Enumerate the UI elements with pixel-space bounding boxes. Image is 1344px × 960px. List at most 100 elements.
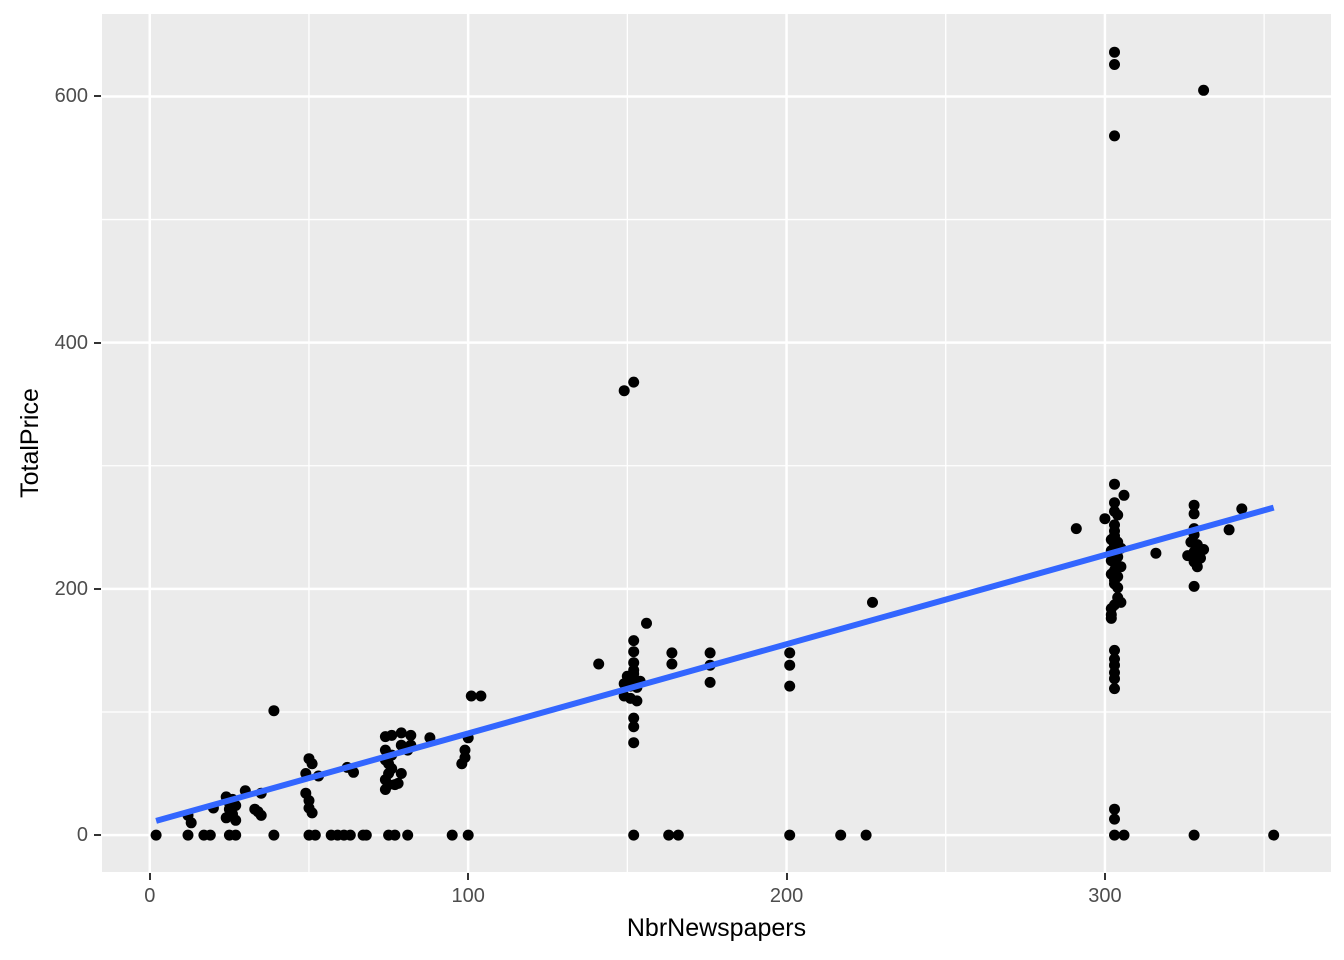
data-point <box>704 676 716 688</box>
data-point <box>1105 612 1117 624</box>
data-point <box>332 829 344 841</box>
data-point <box>666 647 678 659</box>
data-point <box>835 829 847 841</box>
data-point <box>1099 513 1111 525</box>
data-point <box>1268 829 1280 841</box>
data-point <box>386 729 398 741</box>
data-point <box>392 777 404 789</box>
data-point <box>663 829 675 841</box>
data-point <box>860 829 872 841</box>
x-axis-tick <box>467 873 470 880</box>
data-point <box>348 766 359 778</box>
data-point <box>1223 524 1235 536</box>
data-point <box>1109 829 1120 841</box>
data-point <box>1109 803 1120 815</box>
data-point <box>628 376 640 388</box>
data-point <box>628 721 640 733</box>
data-point <box>784 829 796 841</box>
data-point <box>1118 829 1130 841</box>
data-point <box>268 705 280 717</box>
data-point <box>1188 829 1200 841</box>
data-point <box>379 784 391 795</box>
x-axis-tick <box>148 873 151 880</box>
plot-area-svg <box>102 14 1331 872</box>
data-point <box>1188 499 1200 511</box>
data-point <box>1109 478 1120 490</box>
data-point <box>1109 130 1120 142</box>
data-point <box>1109 46 1120 58</box>
data-point <box>462 829 474 841</box>
data-point <box>628 737 640 749</box>
data-point <box>625 692 636 704</box>
data-point <box>618 385 630 397</box>
x-axis-tick-label: 300 <box>1088 885 1122 907</box>
data-point <box>1109 673 1120 685</box>
data-point <box>1112 582 1124 594</box>
data-point <box>666 658 678 670</box>
data-point <box>784 680 796 692</box>
plot-panel <box>102 14 1331 872</box>
x-axis-tick-label: 200 <box>769 885 804 907</box>
data-point <box>628 712 640 724</box>
data-point <box>230 829 242 841</box>
data-point <box>465 690 477 702</box>
data-point <box>628 829 640 841</box>
y-axis-tick-label: 200 <box>54 577 88 600</box>
data-point <box>306 807 318 819</box>
data-point <box>1150 547 1162 559</box>
data-point <box>475 690 487 702</box>
data-point <box>784 647 796 659</box>
data-point <box>1118 489 1130 501</box>
data-point <box>1109 644 1120 656</box>
data-point <box>1109 497 1120 509</box>
data-point <box>1112 509 1124 521</box>
data-point <box>628 668 640 680</box>
x-axis-tick-label: 0 <box>144 885 156 907</box>
data-point <box>182 829 194 841</box>
data-point <box>593 658 605 670</box>
data-point <box>389 829 401 841</box>
data-point <box>204 829 216 841</box>
data-point <box>1236 503 1248 515</box>
data-point <box>456 758 468 770</box>
data-point <box>1109 813 1120 825</box>
data-point <box>1109 59 1120 70</box>
data-point <box>255 809 267 821</box>
data-point <box>704 647 716 659</box>
data-point <box>867 596 878 608</box>
data-point <box>230 814 242 826</box>
data-point <box>268 829 280 841</box>
data-point <box>395 768 407 779</box>
data-point <box>402 829 414 841</box>
data-point <box>220 812 232 824</box>
data-point <box>1109 683 1120 695</box>
data-point <box>784 659 796 671</box>
x-axis-tick <box>1103 873 1106 880</box>
x-axis-tick <box>785 873 788 880</box>
data-point <box>360 829 372 841</box>
data-point <box>641 617 652 629</box>
y-axis-tick <box>94 341 101 344</box>
x-axis-title: NbrNewspapers <box>626 914 807 942</box>
data-point <box>628 646 640 658</box>
data-point <box>1198 544 1210 555</box>
data-point <box>446 829 458 841</box>
y-axis-tick <box>94 587 101 590</box>
x-axis-tick-label: 100 <box>451 885 485 907</box>
trend-line <box>155 504 1275 824</box>
data-point <box>1188 580 1200 592</box>
data-point <box>306 758 318 770</box>
data-point <box>185 817 197 829</box>
data-point <box>628 635 640 647</box>
data-point <box>1191 561 1203 573</box>
data-point <box>395 727 407 739</box>
y-axis-tick-label: 0 <box>76 824 88 847</box>
y-axis-tick <box>94 834 101 837</box>
data-point <box>672 829 684 841</box>
data-point <box>344 829 356 841</box>
data-point <box>150 829 162 841</box>
y-axis-tick-label: 400 <box>54 331 88 354</box>
data-point <box>405 729 417 741</box>
data-point <box>309 829 321 841</box>
